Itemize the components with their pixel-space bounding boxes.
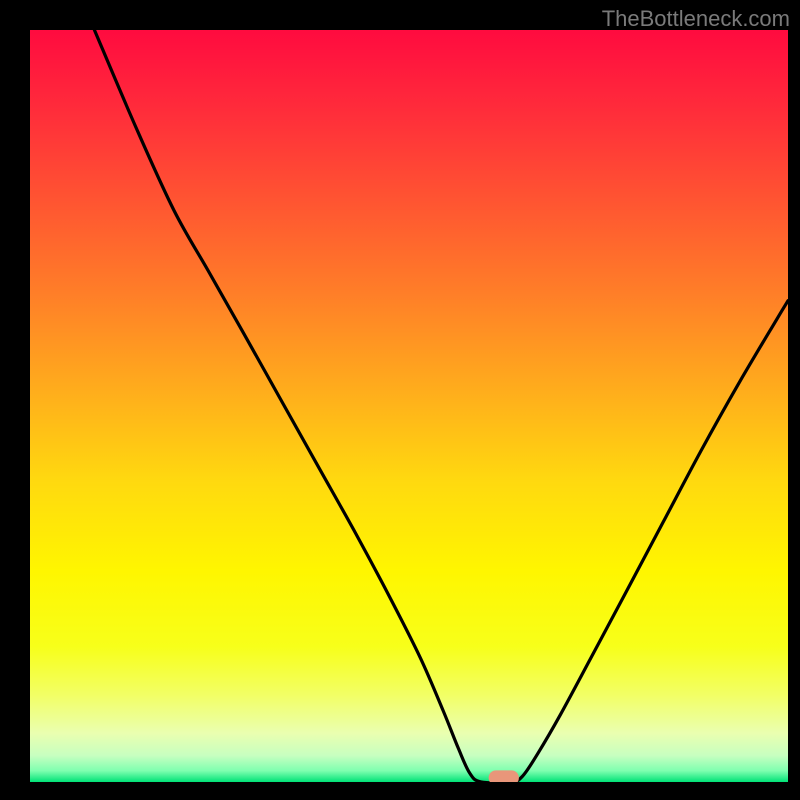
- plot-svg: [30, 30, 788, 782]
- plot-area: [30, 30, 788, 782]
- chart-frame: TheBottleneck.com: [0, 0, 800, 800]
- sweet-spot-marker: [489, 770, 519, 782]
- watermark-text: TheBottleneck.com: [602, 6, 790, 32]
